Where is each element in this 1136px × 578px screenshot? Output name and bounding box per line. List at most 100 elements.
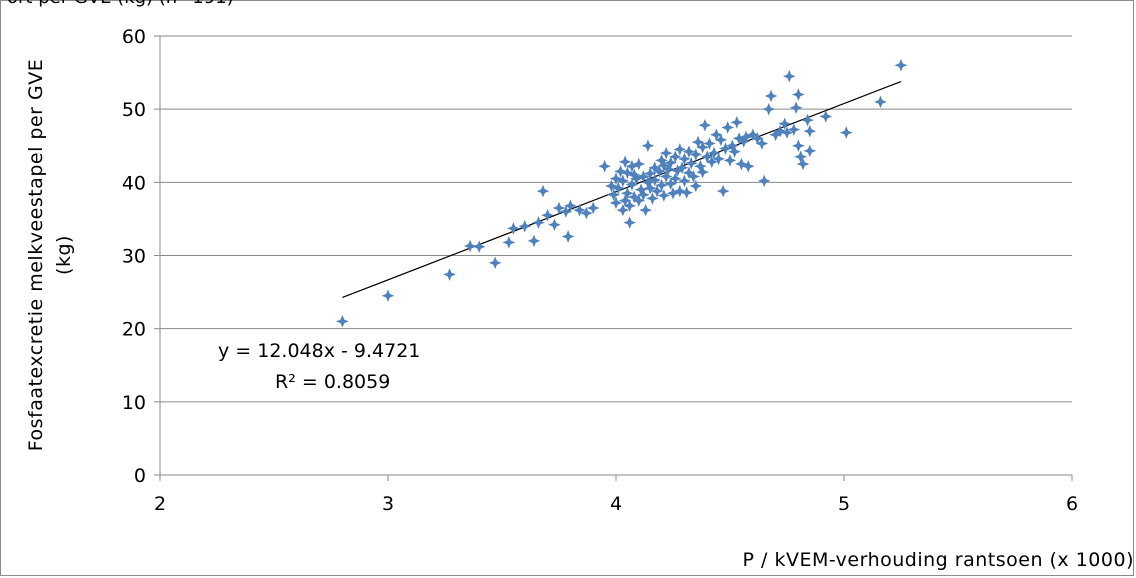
data-point bbox=[712, 152, 725, 166]
y-tick-label: 20 bbox=[122, 319, 146, 341]
data-point bbox=[643, 167, 657, 180]
x-axis-label: P / kVEM-verhouding rantsoen (x 1000) bbox=[743, 549, 1135, 571]
data-point bbox=[739, 130, 753, 144]
data-point bbox=[673, 143, 687, 156]
data-point bbox=[527, 234, 541, 248]
data-point bbox=[819, 110, 833, 123]
x-tick-label: 4 bbox=[610, 493, 622, 515]
data-point bbox=[536, 184, 550, 198]
data-point bbox=[787, 123, 801, 136]
data-point bbox=[668, 172, 682, 185]
data-point bbox=[773, 124, 787, 138]
r-squared-label: R² = 0.8059 bbox=[275, 371, 390, 393]
data-point bbox=[803, 124, 817, 138]
data-point bbox=[609, 172, 623, 185]
data-point bbox=[648, 161, 662, 174]
y-axis-label-line1: Fosfaatexcretie melkveestapel per GVE bbox=[25, 59, 47, 451]
data-point bbox=[703, 137, 716, 150]
data-point bbox=[678, 152, 691, 166]
data-point bbox=[507, 222, 520, 235]
data-point bbox=[623, 216, 636, 229]
data-point bbox=[580, 206, 593, 220]
data-point bbox=[839, 126, 853, 139]
data-point bbox=[443, 268, 456, 281]
data-point bbox=[532, 216, 545, 229]
data-point bbox=[605, 179, 618, 193]
data-point bbox=[696, 140, 709, 154]
data-point bbox=[650, 184, 664, 198]
x-tick-label: 3 bbox=[382, 493, 394, 515]
data-point bbox=[735, 157, 748, 171]
data-point bbox=[625, 178, 639, 191]
data-point bbox=[559, 205, 573, 218]
data-point bbox=[564, 199, 577, 213]
y-tick-label: 60 bbox=[122, 26, 146, 48]
data-point bbox=[666, 187, 680, 200]
data-point bbox=[755, 137, 769, 150]
data-point bbox=[803, 144, 817, 158]
y-tick-label: 10 bbox=[122, 392, 146, 414]
x-tick-label: 2 bbox=[154, 493, 166, 515]
data-point bbox=[552, 201, 566, 215]
data-points bbox=[336, 58, 908, 328]
data-point bbox=[598, 159, 611, 173]
data-point bbox=[611, 181, 625, 195]
data-point bbox=[689, 148, 703, 161]
data-point bbox=[518, 219, 532, 233]
data-point bbox=[541, 208, 554, 222]
data-point bbox=[632, 157, 646, 171]
data-point bbox=[794, 150, 807, 164]
data-point bbox=[655, 178, 668, 192]
data-point bbox=[488, 256, 502, 270]
data-point bbox=[764, 89, 778, 103]
data-point bbox=[778, 117, 792, 131]
data-point bbox=[573, 203, 586, 217]
data-point bbox=[548, 218, 561, 232]
data-point bbox=[657, 159, 671, 172]
data-point bbox=[561, 230, 575, 243]
x-tick-label: 6 bbox=[1066, 493, 1078, 515]
data-point bbox=[662, 162, 675, 176]
data-point bbox=[472, 240, 486, 254]
data-point bbox=[680, 186, 693, 199]
data-point bbox=[664, 177, 678, 191]
data-point bbox=[632, 194, 646, 207]
data-point bbox=[796, 157, 810, 171]
data-point bbox=[696, 165, 709, 179]
data-point bbox=[621, 187, 634, 200]
data-point bbox=[730, 116, 744, 129]
data-point bbox=[616, 203, 630, 217]
data-point bbox=[780, 126, 794, 139]
data-point bbox=[653, 165, 666, 178]
data-point bbox=[682, 145, 696, 158]
data-point bbox=[659, 146, 673, 160]
data-point bbox=[607, 188, 621, 202]
data-point bbox=[623, 199, 636, 213]
data-point bbox=[646, 192, 659, 205]
data-point bbox=[792, 139, 805, 153]
x-tick-label: 5 bbox=[838, 493, 850, 515]
data-point bbox=[586, 201, 600, 215]
data-point bbox=[641, 139, 655, 153]
y-tick-label: 30 bbox=[122, 246, 146, 268]
data-point bbox=[675, 161, 689, 174]
data-point bbox=[668, 150, 682, 164]
y-tick-label: 50 bbox=[122, 99, 146, 121]
data-point bbox=[698, 118, 712, 132]
data-point bbox=[757, 174, 771, 188]
data-point bbox=[657, 189, 671, 202]
data-point bbox=[689, 179, 703, 193]
data-point bbox=[621, 166, 634, 180]
chart-title-fragment: ort per GVE (kg) (n=191) bbox=[7, 0, 234, 8]
trendline bbox=[342, 80, 902, 299]
data-point bbox=[894, 58, 908, 72]
data-point bbox=[782, 69, 796, 83]
data-point bbox=[625, 159, 639, 173]
data-point bbox=[762, 102, 776, 116]
trendline-group bbox=[342, 80, 902, 299]
data-point bbox=[728, 145, 741, 158]
data-point bbox=[637, 188, 650, 202]
data-point bbox=[801, 113, 814, 127]
data-point bbox=[721, 121, 735, 134]
data-point bbox=[687, 170, 700, 183]
